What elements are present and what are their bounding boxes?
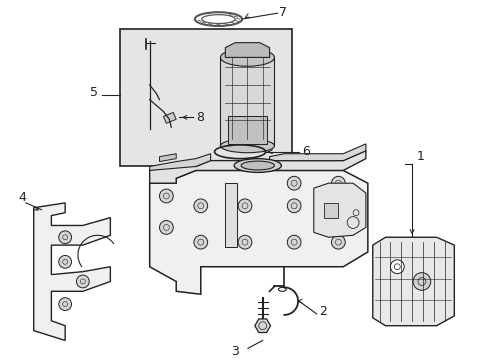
Text: 5: 5 — [90, 86, 98, 99]
Circle shape — [394, 264, 400, 270]
Circle shape — [160, 189, 173, 203]
Circle shape — [194, 235, 208, 249]
Polygon shape — [323, 203, 339, 217]
Circle shape — [160, 221, 173, 234]
Polygon shape — [34, 203, 110, 341]
Text: 1: 1 — [417, 150, 425, 163]
Circle shape — [287, 235, 301, 249]
Text: 8: 8 — [196, 111, 204, 124]
Circle shape — [238, 199, 252, 213]
Circle shape — [59, 231, 72, 244]
Polygon shape — [270, 144, 366, 161]
Ellipse shape — [241, 161, 274, 170]
Text: 4: 4 — [18, 192, 26, 204]
Polygon shape — [160, 154, 176, 162]
Circle shape — [59, 256, 72, 268]
Polygon shape — [164, 112, 176, 123]
Circle shape — [413, 273, 431, 290]
Circle shape — [59, 298, 72, 310]
Text: 7: 7 — [279, 6, 288, 19]
Ellipse shape — [220, 139, 274, 153]
Circle shape — [391, 260, 404, 274]
Text: 3: 3 — [231, 345, 239, 358]
Polygon shape — [373, 237, 454, 326]
Circle shape — [287, 199, 301, 213]
Circle shape — [331, 176, 345, 190]
Circle shape — [331, 235, 345, 249]
Text: 2: 2 — [318, 305, 326, 319]
Polygon shape — [225, 43, 270, 57]
Bar — [225, 183, 237, 247]
Circle shape — [194, 199, 208, 213]
Ellipse shape — [220, 49, 274, 66]
Polygon shape — [149, 154, 211, 170]
Circle shape — [238, 235, 252, 249]
Polygon shape — [255, 319, 270, 333]
Bar — [220, 57, 274, 146]
Polygon shape — [149, 151, 366, 183]
Ellipse shape — [234, 159, 281, 172]
Circle shape — [76, 275, 89, 288]
Bar — [228, 116, 267, 144]
Bar — [120, 29, 292, 166]
Circle shape — [287, 176, 301, 190]
Text: 6: 6 — [302, 145, 310, 158]
Polygon shape — [314, 183, 366, 237]
Circle shape — [331, 199, 345, 213]
Polygon shape — [149, 170, 368, 294]
